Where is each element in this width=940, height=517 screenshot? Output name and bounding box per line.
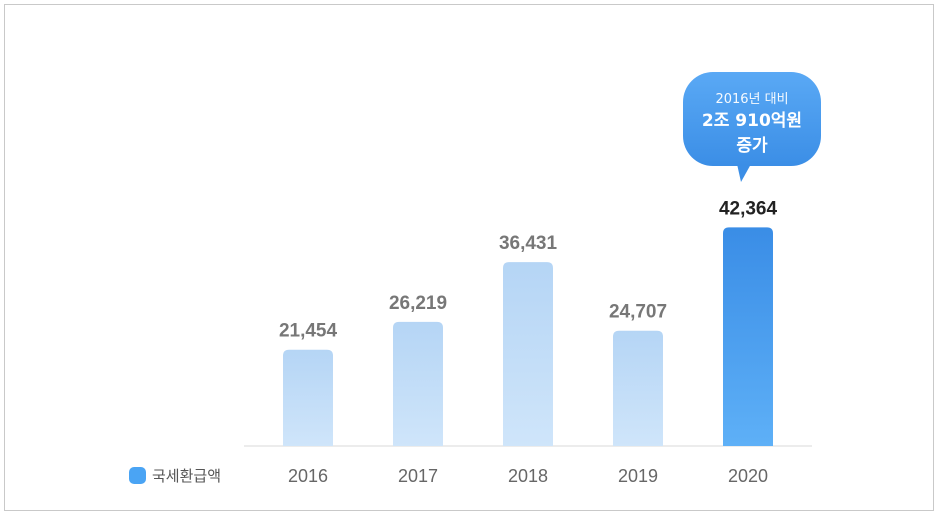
data-label-2017: 26,219 (389, 293, 447, 314)
data-label-2016: 21,454 (279, 321, 338, 342)
annotation-line3: 증가 (736, 136, 768, 156)
x-tick-label-2019: 2019 (618, 466, 658, 486)
legend: 국세환급액 (129, 465, 221, 486)
data-label-2020: 42,364 (719, 198, 778, 219)
bar-2016 (283, 349, 333, 446)
data-label-2018: 36,431 (499, 233, 558, 254)
annotation-line1: 2016년 대비 (715, 92, 789, 107)
x-tick-label-2020: 2020 (728, 466, 768, 486)
legend-label: 국세환급액 (152, 467, 222, 485)
chart-frame (4, 4, 934, 511)
x-tick-label-2016: 2016 (288, 466, 328, 486)
annotation-bubble: 2016년 대비 2조 910억원 증가 (683, 72, 821, 182)
x-tick-label-2018: 2018 (508, 466, 548, 486)
bar-2018 (503, 262, 553, 446)
bar-2017 (393, 321, 443, 446)
bar-2019 (613, 330, 663, 446)
data-label-2019: 24,707 (609, 302, 667, 323)
annotation-line2: 2조 910억원 (701, 111, 803, 131)
x-tick-label-2017: 2017 (398, 466, 438, 486)
bar-2020 (723, 227, 773, 446)
legend-swatch (129, 467, 146, 484)
